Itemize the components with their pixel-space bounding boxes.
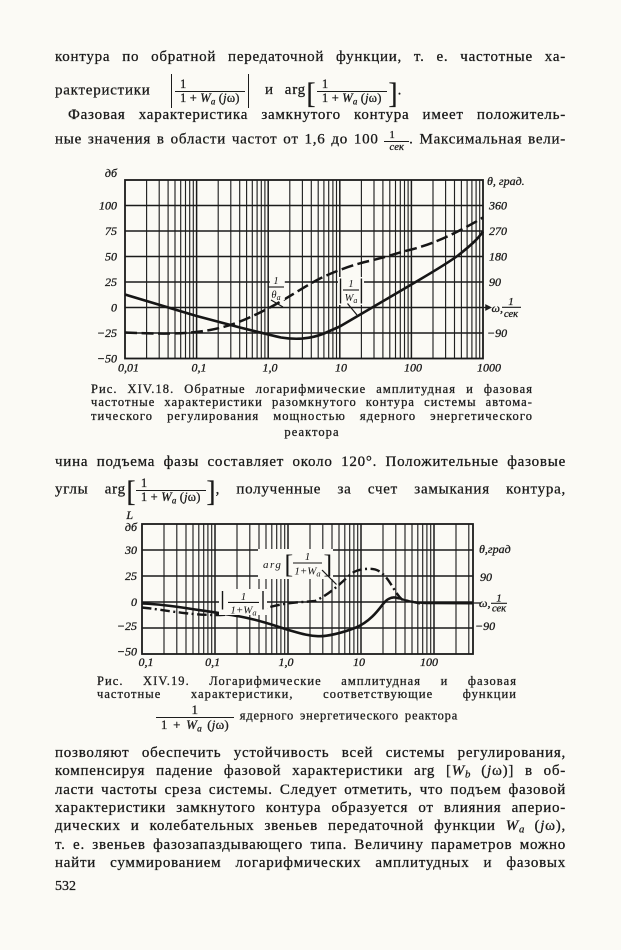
svg-text:−50: −50: [97, 352, 117, 366]
svg-text:−50: −50: [117, 645, 137, 659]
svg-text:сек: сек: [504, 309, 518, 320]
svg-text:1: 1: [348, 279, 353, 290]
svg-text:]: ]: [324, 550, 333, 579]
svg-text:θ, град.: θ, град.: [487, 174, 525, 188]
svg-text:100: 100: [404, 361, 422, 375]
svg-text:100: 100: [420, 655, 438, 669]
svg-text:90: 90: [489, 275, 501, 289]
svg-text:25: 25: [125, 569, 137, 583]
svg-text:−25: −25: [117, 619, 137, 633]
svg-text:1: 1: [496, 594, 501, 605]
svg-text:25: 25: [105, 275, 117, 289]
svg-text:0: 0: [111, 301, 117, 315]
svg-text:1+Wa: 1+Wa: [294, 566, 320, 579]
svg-text:0,01: 0,01: [118, 361, 139, 375]
svg-text:180: 180: [489, 250, 507, 264]
svg-text:1: 1: [508, 297, 513, 308]
svg-text:1: 1: [241, 591, 247, 603]
svg-text:50: 50: [105, 250, 117, 264]
svg-text:arg: arg: [263, 559, 282, 571]
svg-text:270: 270: [489, 224, 507, 238]
svg-text:0,1: 0,1: [205, 655, 220, 669]
svg-text:ω,: ω,: [492, 301, 503, 315]
svg-text:L: L: [125, 508, 133, 522]
svg-text:0,1: 0,1: [192, 361, 207, 375]
svg-text:30: 30: [124, 543, 137, 557]
svg-text:1000: 1000: [477, 361, 501, 375]
svg-text:0: 0: [131, 595, 137, 609]
svg-text:75: 75: [105, 224, 117, 238]
svg-text:10: 10: [335, 361, 347, 375]
svg-text:10: 10: [353, 655, 365, 669]
svg-text:−90: −90: [487, 326, 507, 340]
svg-text:1,0: 1,0: [279, 655, 294, 669]
svg-text:[: [: [285, 550, 294, 579]
svg-text:−90: −90: [475, 619, 495, 633]
svg-text:1+Wa: 1+Wa: [230, 605, 256, 618]
svg-text:θ,град: θ,град: [479, 542, 511, 556]
svg-text:дб: дб: [105, 166, 118, 180]
svg-text:дб: дб: [125, 520, 138, 534]
svg-text:360: 360: [488, 199, 507, 213]
svg-text:1,0: 1,0: [263, 361, 278, 375]
svg-text:Wa: Wa: [345, 293, 358, 305]
svg-text:100: 100: [99, 199, 117, 213]
svg-text:90: 90: [480, 570, 492, 584]
svg-text:−25: −25: [97, 326, 117, 340]
svg-text:0,1: 0,1: [139, 655, 154, 669]
svg-text:1: 1: [305, 551, 311, 563]
svg-text:сек: сек: [492, 604, 506, 615]
svg-text:1: 1: [273, 276, 278, 287]
svg-text:ω,: ω,: [479, 596, 490, 610]
svg-text:θa: θa: [271, 290, 280, 302]
